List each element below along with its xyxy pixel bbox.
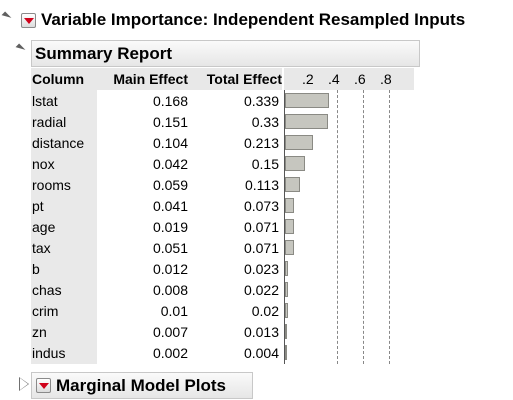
marginal-model-plots-header[interactable]: Marginal Model Plots xyxy=(31,372,253,399)
disclosure-expanded-icon[interactable] xyxy=(1,11,12,22)
row-column-name: distance xyxy=(32,134,85,151)
total-effect-bar xyxy=(285,219,294,234)
row-main-effect: 0.007 xyxy=(152,323,188,340)
row-main-effect: 0.002 xyxy=(152,344,188,361)
row-column-name: indus xyxy=(32,344,66,361)
red-triangle-menu-icon[interactable] xyxy=(21,13,36,28)
row-total-effect: 0.113 xyxy=(245,176,279,193)
row-main-effect: 0.019 xyxy=(152,218,188,235)
axis-tick-label: .4 xyxy=(328,71,340,87)
row-main-effect: 0.059 xyxy=(152,176,188,193)
grid-line-0.8 xyxy=(389,90,390,364)
row-main-effect: 0.151 xyxy=(152,113,188,130)
red-triangle-menu-icon[interactable] xyxy=(36,378,51,393)
column-header-label: Column xyxy=(32,71,85,87)
row-total-effect: 0.339 xyxy=(243,92,279,109)
row-column-name: radial xyxy=(32,113,67,130)
row-main-effect: 0.051 xyxy=(152,239,188,256)
total-effect-bar xyxy=(285,345,287,360)
axis-tick-label: .2 xyxy=(302,71,314,87)
row-column-name: crim xyxy=(32,302,59,319)
row-total-effect: 0.071 xyxy=(243,218,279,235)
total-effect-bar xyxy=(285,93,329,108)
total-effect-bar xyxy=(285,177,300,192)
row-total-effect: 0.071 xyxy=(243,239,279,256)
row-main-effect: 0.104 xyxy=(152,134,188,151)
disclosure-collapsed-icon-fill xyxy=(20,378,28,390)
summary-report-header[interactable]: Summary Report xyxy=(31,40,420,67)
row-main-effect: 0.042 xyxy=(152,155,188,172)
row-total-effect: 0.022 xyxy=(243,281,279,298)
variable-importance-header[interactable]: Variable Importance: Independent Resampl… xyxy=(0,6,513,36)
column-header[interactable]: Column xyxy=(31,68,99,90)
row-column-name: pt xyxy=(32,197,44,214)
summary-disclosure-icon[interactable] xyxy=(15,43,26,54)
row-total-effect: 0.33 xyxy=(251,113,279,130)
main-effect-header[interactable]: Main Effect xyxy=(99,68,188,90)
row-main-effect: 0.01 xyxy=(160,302,188,319)
row-main-effect: 0.041 xyxy=(152,197,188,214)
row-column-name: age xyxy=(32,218,56,235)
row-total-effect: 0.213 xyxy=(243,134,279,151)
total-effect-bar xyxy=(285,114,328,129)
grid-line-0.6 xyxy=(363,90,364,364)
total-effect-bar xyxy=(285,198,294,213)
row-column-name: zn xyxy=(32,323,47,340)
page-title: Variable Importance: Independent Resampl… xyxy=(41,10,466,29)
total-effect-bar xyxy=(285,303,288,318)
row-total-effect: 0.073 xyxy=(243,197,279,214)
axis-tick-label: .6 xyxy=(354,71,366,87)
marginal-model-plots-title: Marginal Model Plots xyxy=(56,375,227,395)
total-effect-bar xyxy=(285,240,294,255)
chart-axis-line xyxy=(284,90,285,364)
axis-tick-label: .8 xyxy=(380,71,392,87)
row-column-name: nox xyxy=(32,155,55,172)
row-column-name: b xyxy=(32,260,40,277)
total-effect-bar xyxy=(285,261,288,276)
total-effect-bar xyxy=(285,135,313,150)
total-effect-header[interactable]: Total Effect xyxy=(188,68,282,90)
row-total-effect: 0.023 xyxy=(243,260,279,277)
row-column-name: lstat xyxy=(32,92,58,109)
row-total-effect: 0.004 xyxy=(243,344,279,361)
summary-report-title: Summary Report xyxy=(35,43,172,63)
row-total-effect: 0.013 xyxy=(243,323,279,340)
main-effect-header-label: Main Effect xyxy=(113,71,188,87)
grid-line-0.4 xyxy=(337,90,338,364)
row-column-name: tax xyxy=(32,239,51,256)
total-effect-bar xyxy=(285,282,288,297)
row-main-effect: 0.012 xyxy=(152,260,188,277)
total-effect-bar xyxy=(285,156,305,171)
row-total-effect: 0.15 xyxy=(251,155,279,172)
total-effect-header-label: Total Effect xyxy=(206,71,282,87)
column-names-background xyxy=(31,90,97,364)
row-main-effect: 0.008 xyxy=(152,281,188,298)
row-column-name: rooms xyxy=(32,176,71,193)
total-effect-bar xyxy=(285,324,287,339)
chart-axis-header: .2 .4 .6 .8 xyxy=(284,68,414,90)
row-main-effect: 0.168 xyxy=(152,92,188,109)
row-column-name: chas xyxy=(32,281,62,298)
row-total-effect: 0.02 xyxy=(251,302,279,319)
